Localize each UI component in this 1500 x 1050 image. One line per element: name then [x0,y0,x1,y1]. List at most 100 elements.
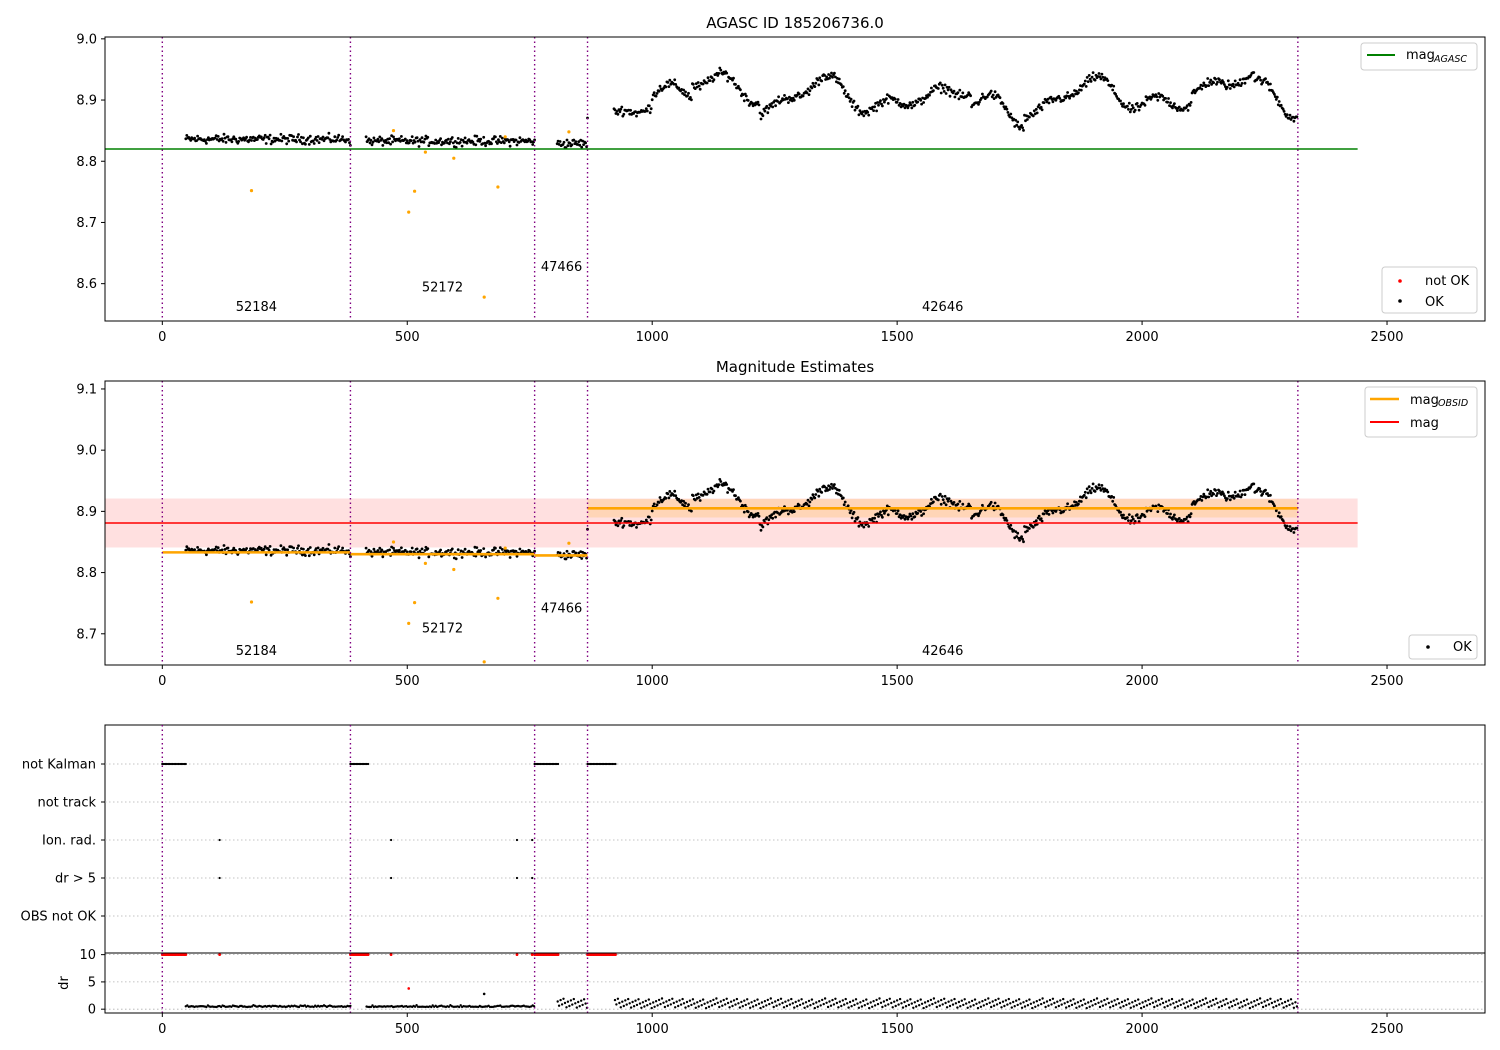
dr-point [1175,1000,1178,1004]
dr-point [844,997,847,1001]
data-point-ok [400,546,403,550]
flags-panel: not Kalman not track Ion. rad. dr > 5 OBS no… [21,724,1486,954]
dr-point [1119,1006,1122,1009]
x-tick-label: 0 [158,674,166,689]
dr-point [922,1006,925,1010]
data-point-ok [582,143,585,147]
dr-point [1145,1004,1149,1007]
dr-point [992,1004,996,1007]
data-point-ok [648,111,652,115]
dr-point [532,1005,536,1008]
data-point-ok [1154,93,1158,96]
dr-point [832,1003,836,1006]
data-point-ok [947,85,951,89]
obsid-label: 52172 [422,281,463,296]
dr-point [868,1006,871,1010]
data-point-ok [938,492,942,496]
data-point-ok [1129,519,1133,523]
data-point-ok [961,502,965,506]
data-point-ok [629,108,632,112]
data-point-ok [389,142,392,146]
data-point-ok [849,97,853,101]
data-point-ok [1288,525,1292,528]
data-point-ok [1171,106,1174,110]
data-point-ok [734,83,737,86]
data-point-ok [896,98,900,101]
data-point-ok [1205,84,1209,87]
data-point-ok [574,140,578,144]
data-point-ok [658,84,662,88]
data-point-ok [1258,487,1262,491]
dr-point [1069,999,1072,1002]
dr-point [1048,998,1052,1002]
dr-point [807,999,811,1003]
data-point-ok [333,135,337,139]
data-point-ok [649,518,653,522]
data-point-ok [944,92,948,95]
dr-point [862,999,865,1003]
data-point-ok [1031,114,1035,118]
dr-point [891,1006,894,1009]
data-point-ok [635,526,638,529]
data-point-ok [230,140,234,144]
dr-point [897,1003,900,1006]
dr-point [1281,1002,1284,1005]
dr-point [707,1005,711,1008]
dr-point [1144,1000,1147,1003]
data-point-ok [893,509,897,512]
data-point-ok [280,139,284,143]
dr-point [835,1001,839,1005]
dr-point [657,998,661,1002]
data-point-ok [991,93,995,97]
data-point-ok [828,488,831,491]
data-point-ok [398,548,401,552]
data-point-ok [1075,89,1078,93]
x-tick-label: 2500 [1370,674,1403,689]
data-point-ok [1098,75,1102,79]
data-point-ok [1207,495,1211,499]
obsid-label: 42646 [922,300,963,315]
dr-point [1041,997,1044,1000]
data-point-ok [742,99,746,103]
legend-marker-ok [1398,299,1402,303]
data-point-ok [367,137,371,141]
dr-point [871,1005,874,1008]
data-point-excluded [407,210,411,214]
data-point-ok [515,554,519,558]
data-point-ok [450,547,454,551]
data-point-ok [645,109,649,113]
data-point-excluded [452,567,456,572]
data-point-ok [498,546,502,550]
data-point-ok [367,548,371,552]
flag-point-not-kalman [557,762,560,766]
dr-point [894,1004,897,1008]
data-point-ok [879,510,882,514]
dr-point [718,1005,721,1009]
data-point-ok [205,553,208,557]
dr-point [962,1003,965,1007]
data-point-ok [286,548,290,552]
data-point-excluded [503,135,507,139]
dr-point [731,1004,734,1008]
data-point-ok [690,509,693,513]
data-point-ok [696,492,700,496]
data-point-ok [903,517,907,521]
dr-point [701,998,705,1001]
dr-point [1217,1006,1221,1009]
dr-point [1110,1000,1113,1003]
chart-title: AGASC ID 185206736.0 [706,14,884,32]
data-point-ok [710,487,714,491]
dr-point [1072,998,1075,1001]
data-point-ok [1047,513,1051,516]
data-point-ok [207,547,210,551]
data-point-ok [1209,489,1213,493]
data-point-ok [766,111,770,115]
dr-point [950,999,953,1002]
data-point-ok [956,502,960,506]
dr-point [1042,1001,1046,1004]
dr-point [1273,1000,1277,1003]
data-point-ok [1186,109,1190,112]
data-point-ok [616,112,620,116]
data-point-ok [850,516,854,520]
data-point-ok [1206,488,1210,492]
